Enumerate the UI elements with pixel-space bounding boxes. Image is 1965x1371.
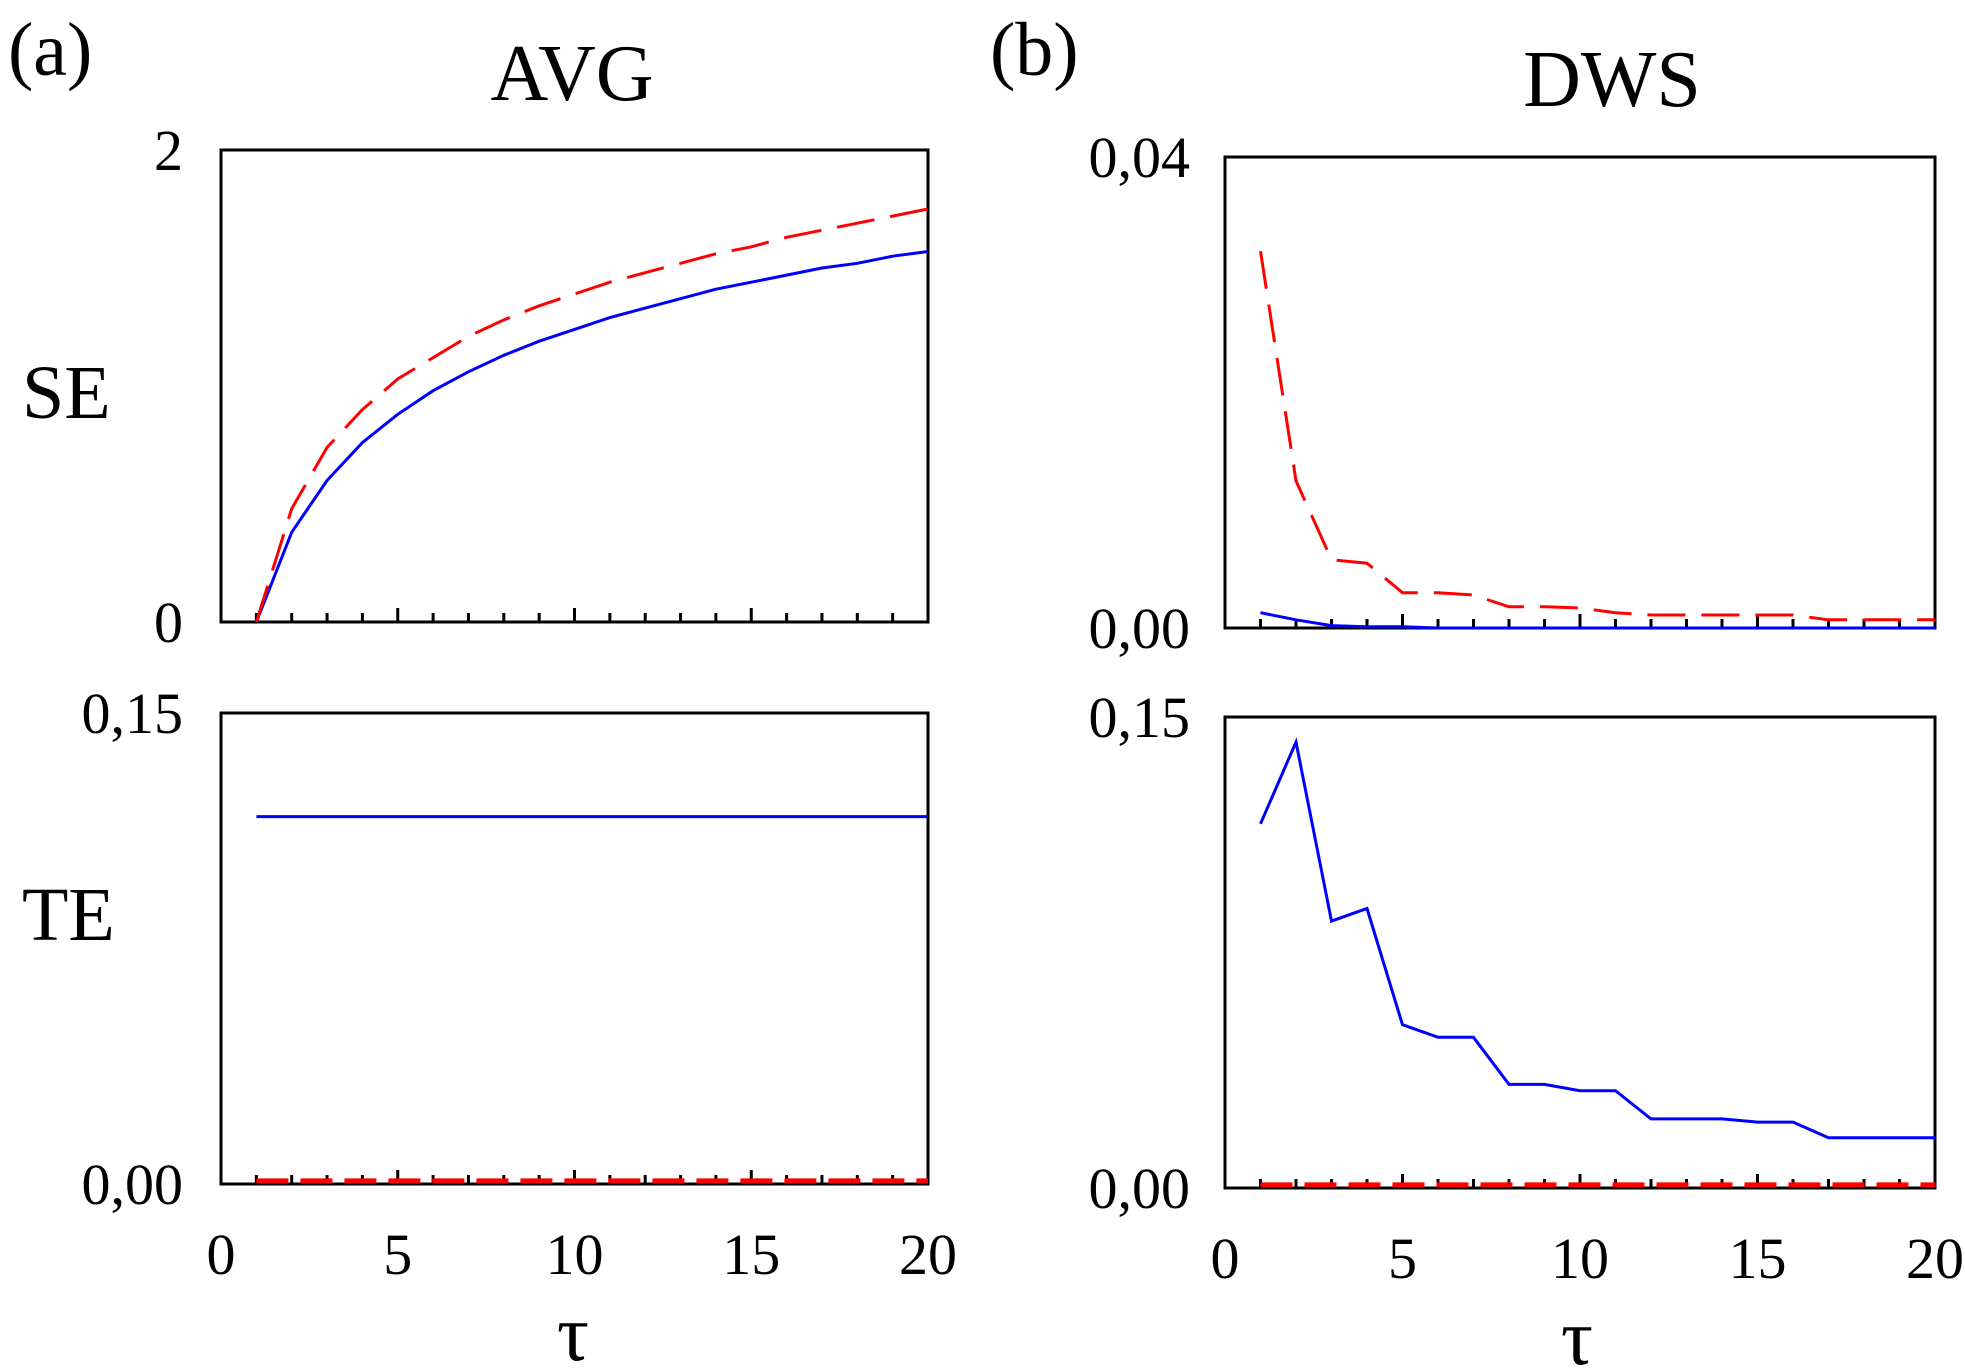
x-tick-label: 5 [383, 1222, 412, 1287]
row-label-se: SE [22, 351, 111, 435]
x-tick-label: 10 [1551, 1226, 1609, 1291]
series-line-solid [1259, 737, 1935, 1140]
chart-avg-te: 0 5 10 15 20 0,00 0,15 [82, 681, 958, 1287]
plot-frame [1223, 715, 1937, 1190]
y-tick-label: 0,00 [1089, 1156, 1191, 1221]
row-label-te: TE [22, 873, 115, 957]
x-tick-label: 20 [1906, 1226, 1964, 1291]
y-tick-label: 0,15 [82, 681, 184, 746]
series-line-solid [255, 250, 929, 623]
panel-a-tag: (a) [8, 8, 92, 92]
panel-b-tag: (b) [990, 8, 1079, 92]
x-axis-label-b: τ [1561, 1294, 1593, 1371]
x-tick-label: 0 [207, 1222, 236, 1287]
col-a-title: AVG [490, 30, 653, 118]
plot-frame [1223, 155, 1937, 630]
plot-frame [219, 148, 930, 624]
y-tick-label: 0,00 [82, 1152, 184, 1217]
series-line-solid [1260, 611, 1935, 630]
y-tick-label: 2 [154, 118, 183, 183]
x-axis-label-a: τ [557, 1290, 589, 1371]
x-tick-label: 10 [546, 1222, 604, 1287]
chart-dws-se: 0,00 0,04 [1089, 125, 1937, 661]
x-tick-label: 5 [1388, 1226, 1417, 1291]
x-tick-label: 0 [1211, 1226, 1240, 1291]
y-tick-label: 0,04 [1089, 125, 1191, 190]
chart-avg-se: 02 [154, 118, 930, 655]
plot-frame [219, 711, 930, 1186]
col-b-title: DWS [1523, 36, 1701, 124]
y-tick-label: 0,15 [1089, 685, 1191, 750]
chart-dws-te: 0 5 10 15 20 0,00 0,15 [1089, 685, 1965, 1291]
series-line-dashed [1259, 250, 1935, 622]
y-tick-label: 0 [154, 590, 183, 655]
x-tick-label: 15 [722, 1222, 780, 1287]
x-tick-label: 20 [899, 1222, 957, 1287]
series-line-dashed [254, 207, 929, 623]
y-tick-label: 0,00 [1089, 596, 1191, 661]
x-tick-label: 15 [1729, 1226, 1787, 1291]
